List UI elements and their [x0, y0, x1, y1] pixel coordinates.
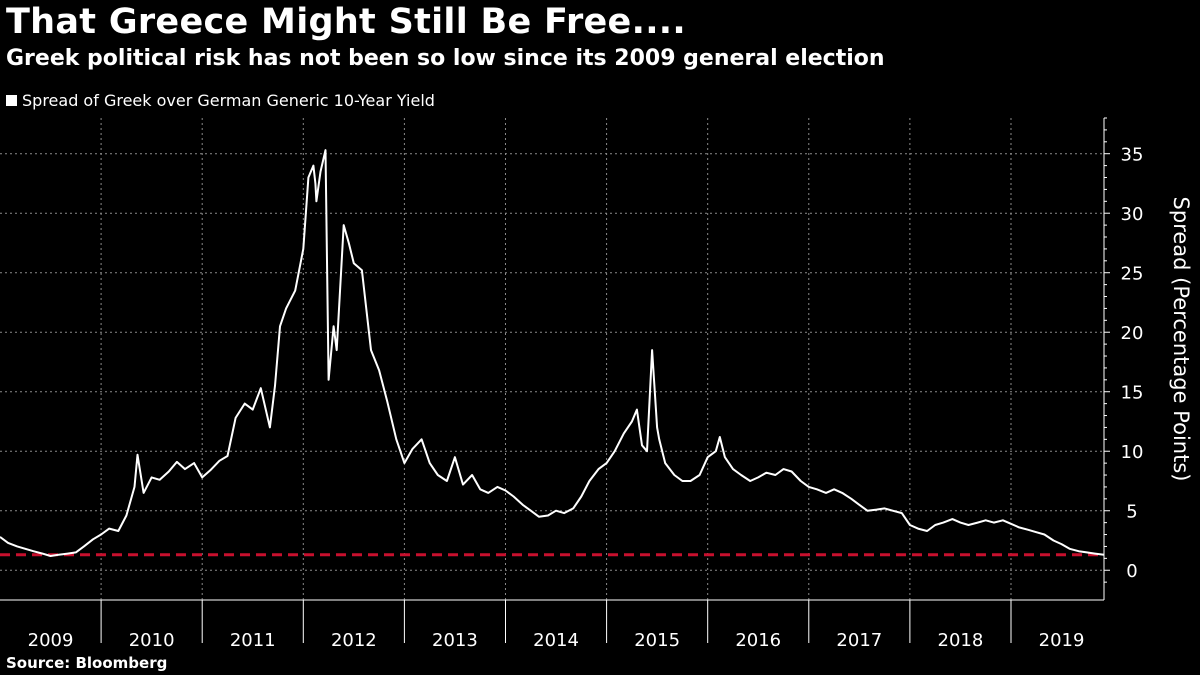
- y-tick-label: 15: [1121, 383, 1144, 404]
- x-tick-label: 2018: [938, 630, 984, 651]
- x-tick-label: 2017: [836, 630, 882, 651]
- axes: [0, 117, 1110, 643]
- y-tick-label: 20: [1121, 323, 1144, 344]
- series-line-greek-german-spread: [0, 149, 1105, 557]
- legend: Spread of Greek over German Generic 10-Y…: [6, 91, 435, 110]
- y-tick-label: 10: [1121, 442, 1144, 463]
- legend-swatch: [6, 95, 17, 106]
- x-tick-label: 2016: [735, 630, 781, 651]
- grid: [0, 118, 1104, 600]
- chart-title: That Greece Might Still Be Free....: [6, 2, 686, 42]
- x-tick-label: 2011: [230, 630, 276, 651]
- x-tick-label: 2014: [533, 630, 579, 651]
- series-layer: [0, 149, 1105, 557]
- legend-label: Spread of Greek over German Generic 10-Y…: [22, 91, 435, 110]
- x-tick-label: 2013: [432, 630, 478, 651]
- x-tick-label: 2010: [129, 630, 175, 651]
- x-tick-label: 2009: [28, 630, 74, 651]
- y-tick-label: 0: [1126, 561, 1137, 582]
- x-tick-label: 2019: [1039, 630, 1085, 651]
- y-tick-label: 5: [1126, 502, 1137, 523]
- y-tick-label: 25: [1121, 264, 1144, 285]
- y-tick-label: 30: [1121, 204, 1144, 225]
- x-tick-label: 2012: [331, 630, 377, 651]
- source-note: Source: Bloomberg: [6, 654, 168, 672]
- chart-subtitle: Greek political risk has not been so low…: [6, 46, 885, 71]
- x-tick-label: 2015: [634, 630, 680, 651]
- tick-labels: 2009 2010 2011 2012 2013 2014 2015 2016 2017 2018…: [28, 145, 1144, 651]
- y-tick-label: 35: [1121, 145, 1144, 166]
- y-axis-label: Spread (Percentage Points): [1169, 197, 1193, 482]
